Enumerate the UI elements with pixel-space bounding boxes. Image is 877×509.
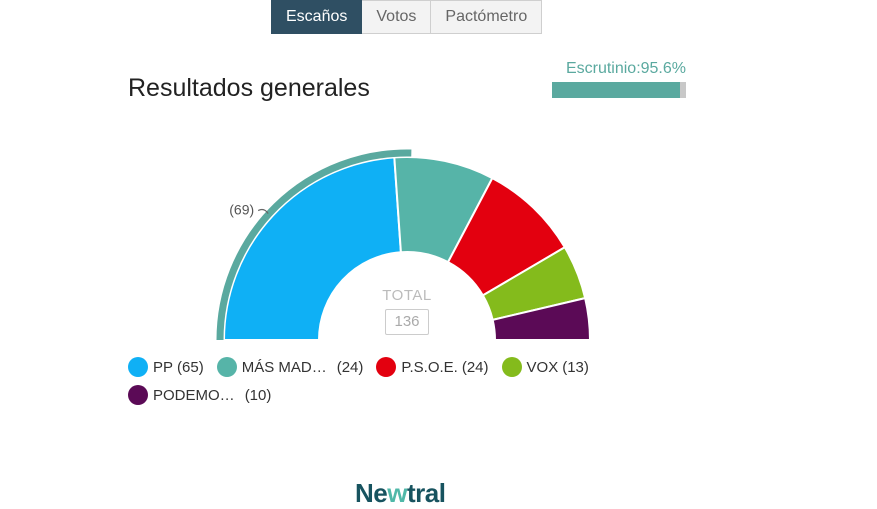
total-seats: TOTAL 136	[377, 287, 437, 335]
page-title: Resultados generales	[128, 74, 370, 102]
newtral-logo: Newtral	[355, 478, 446, 509]
legend-seats: (13)	[562, 358, 589, 376]
seat-slice-podemos[interactable]	[491, 296, 592, 341]
legend-name: MÁS MAD…	[241, 358, 327, 376]
scrutiny-bar	[552, 82, 686, 98]
majority-tick	[257, 208, 269, 214]
legend-name: PODEMO…	[153, 386, 235, 404]
total-value: 136	[385, 309, 429, 335]
tab-pactometro[interactable]: Pactómetro	[431, 0, 543, 34]
legend-item-psoe[interactable]: P.S.O.E. (24)	[376, 357, 489, 377]
scrutiny-bar-fill	[552, 82, 681, 98]
logo-part: Ne	[355, 478, 388, 508]
legend-dot	[216, 357, 237, 377]
legend-item-podemos[interactable]: PODEMO… (10)	[128, 385, 271, 405]
legend-seats: (10)	[244, 386, 272, 404]
legend-dot	[128, 385, 148, 405]
legend-item-mas-madrid[interactable]: MÁS MAD… (24)	[216, 357, 364, 377]
legend-dot	[501, 357, 522, 377]
legend-name: VOX	[526, 358, 559, 376]
legend-name: P.S.O.E.	[401, 358, 458, 376]
view-tabs: Escaños Votos Pactómetro	[271, 0, 543, 34]
legend-name: PP	[153, 358, 174, 376]
majority-arc	[216, 149, 412, 341]
legend-seats: (65)	[177, 358, 204, 376]
legend-item-vox[interactable]: VOX (13)	[501, 357, 589, 377]
total-label: TOTAL	[382, 287, 432, 304]
majority-label: (69)	[229, 202, 254, 218]
legend: PP (65) MÁS MAD… (24) P.S.O.E. (24) VOX …	[128, 357, 648, 413]
logo-part: w	[387, 478, 407, 508]
tab-escanos[interactable]: Escaños	[271, 0, 363, 34]
logo-part: tral	[406, 478, 446, 508]
seat-slice-pp[interactable]	[222, 156, 402, 341]
scrutiny-label: Escrutinio:95.6%	[565, 60, 686, 77]
legend-item-pp[interactable]: PP (65)	[128, 357, 204, 377]
legend-dot	[128, 357, 148, 377]
legend-dot	[376, 357, 397, 377]
legend-seats: (24)	[336, 358, 364, 376]
scrutiny-progress: Escrutinio:95.6%	[552, 60, 686, 98]
tab-votos[interactable]: Votos	[362, 0, 432, 34]
legend-seats: (24)	[461, 358, 489, 376]
